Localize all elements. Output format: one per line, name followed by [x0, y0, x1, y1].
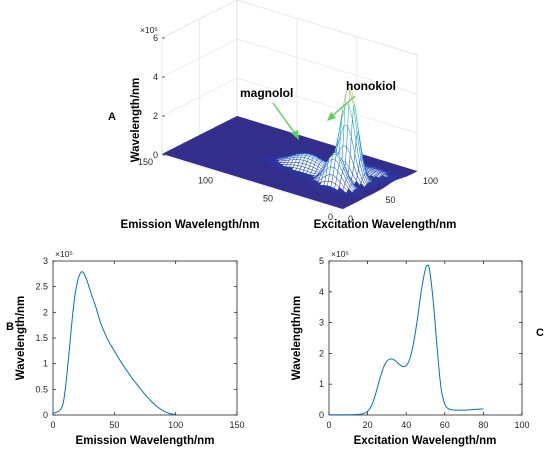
y-tick-label-a-1: 50 — [386, 195, 396, 205]
annotation-magnolol-arrow-shaft — [272, 102, 297, 136]
x-axis-label-a: Emission Wavelength/nm — [121, 219, 260, 231]
series-line-c — [328, 264, 484, 416]
axes-ticks-b: 0 50 100 150 0 0.5 1 1.5 2 2.5 3 — [35, 256, 244, 430]
y-tick-label-c-0: 0 — [319, 410, 324, 420]
surface-mesh — [162, 86, 418, 210]
y-tick-label-c-5: 5 — [319, 256, 324, 266]
surface-facet — [338, 206, 345, 210]
x-tick-label-c-2: 40 — [401, 420, 411, 430]
y-tick-label-b-5: 2.5 — [35, 282, 48, 292]
annotation-honokiol-arrow-head — [327, 112, 336, 121]
x-tick-label-c-1: 20 — [363, 420, 373, 430]
y-tick-label-c-2: 2 — [319, 348, 324, 358]
z-exponent-a: ×10⁵ — [140, 25, 158, 35]
annotation-honokiol-arrow-shaft — [330, 95, 356, 118]
y-tick-label-b-4: 2 — [43, 307, 48, 317]
y-tick-label-b-1: 0.5 — [35, 384, 48, 394]
y-tick-label-c-4: 4 — [319, 287, 324, 297]
x-axis-label-c: Excitation Wavelength/nm — [354, 435, 497, 447]
x-axis-label-b: Emission Wavelength/nm — [76, 435, 215, 447]
line-plot-c: 0 20 40 60 80 100 0 1 2 3 4 5 ×10⁵ Excitation Wavel… — [291, 249, 544, 447]
x-tick-label-b-3: 150 — [229, 420, 244, 430]
z-tick-label-2: 4 — [153, 72, 158, 82]
x-tick-label-b-0: 0 — [50, 420, 55, 430]
y-axis-label-c: Wavelength/nm — [291, 296, 303, 381]
x-tick-label-a-1: 50 — [263, 194, 273, 204]
x-tick-label-c-5: 100 — [514, 420, 529, 430]
z-tick-label-1: 2 — [153, 111, 158, 121]
annotation-magnolol: magnolol — [240, 86, 299, 140]
x-tick-label-c-4: 80 — [478, 420, 488, 430]
y-floor-grid-line-0 — [161, 154, 343, 211]
panel-label-b: B — [6, 321, 14, 333]
annotation-magnolol-label: magnolol — [240, 86, 293, 100]
annotation-honokiol: honokiol — [327, 79, 396, 121]
y-tick-label-b-3: 1.5 — [35, 333, 48, 343]
annotation-magnolol-arrow-head — [291, 130, 299, 140]
y-tick-label-a-0: 0 — [348, 214, 353, 224]
y-tick-label-a-2: 100 — [423, 176, 438, 186]
z-axis-label-a: Wavelength/nm — [130, 78, 142, 163]
line-plot-b: 0 50 100 150 0 0.5 1 1.5 2 2.5 3 ×10⁵ Emission Wav… — [6, 249, 245, 447]
x-tick-label-c-3: 60 — [440, 420, 450, 430]
x-tick-label-a-2: 100 — [198, 175, 213, 185]
y-tick-label-c-1: 1 — [319, 379, 324, 389]
y-exponent-b: ×10⁵ — [55, 249, 73, 259]
plot-area-b — [52, 260, 238, 416]
x-tick-label-b-2: 100 — [168, 420, 183, 430]
z-tick-label-3: 6 — [153, 33, 158, 43]
y-axis-label-b: Wavelength/nm — [15, 296, 27, 381]
series-line-b — [52, 271, 176, 415]
axes-ticks-c: 0 20 40 60 80 100 0 1 2 3 4 5 — [319, 256, 530, 430]
x-tick-label-a-3: 150 — [138, 157, 153, 167]
y-axis-label-a: Excitation Wavelength/nm — [314, 219, 457, 231]
annotation-honokiol-label: honokiol — [346, 79, 396, 93]
y-tick-label-b-2: 1 — [43, 359, 48, 369]
plot-area-c — [328, 260, 523, 416]
x-tick-label-a-0: 0 — [328, 212, 333, 222]
y-tick-label-b-6: 3 — [43, 256, 48, 266]
y-exponent-c: ×10⁵ — [331, 249, 349, 259]
panel-label-c: C — [536, 327, 544, 339]
z-tick-label-0: 0 — [153, 150, 158, 160]
y-tick-label-c-3: 3 — [319, 318, 324, 328]
x-tick-label-c-0: 0 — [326, 420, 331, 430]
panel-label-a: A — [108, 111, 116, 123]
x-tick-label-b-1: 50 — [109, 420, 119, 430]
y-tick-label-b-0: 0 — [43, 410, 48, 420]
